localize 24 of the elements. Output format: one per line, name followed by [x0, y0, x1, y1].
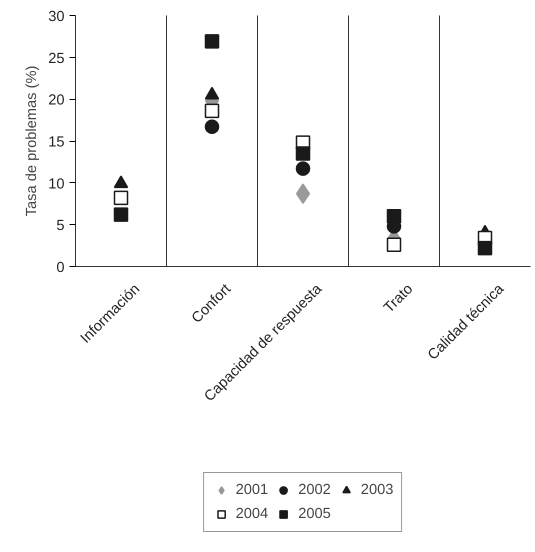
- y-tick-label: 20: [48, 92, 65, 109]
- point: [204, 104, 220, 118]
- y-tick-label: 30: [48, 9, 65, 25]
- point: [386, 237, 402, 252]
- point: [296, 146, 310, 161]
- y-tick-label: 15: [48, 134, 65, 150]
- legend-label: 2001: [236, 482, 268, 498]
- point: [114, 207, 128, 222]
- y-tick-label: 0: [56, 260, 65, 276]
- point: [478, 240, 492, 256]
- point: [296, 161, 310, 176]
- legend-label: 2002: [298, 482, 331, 498]
- point: [204, 120, 220, 134]
- point: [204, 34, 220, 49]
- legend-label: 2003: [360, 482, 394, 498]
- y-tick-label: 10: [48, 176, 65, 192]
- legend-label: 2005: [298, 506, 331, 522]
- legend-label: 2004: [236, 506, 268, 522]
- y-axis-title: Tasa de problemas (%): [24, 66, 40, 216]
- y-tick-label: 25: [48, 50, 65, 67]
- point: [296, 183, 310, 204]
- point: [386, 209, 402, 224]
- point: [114, 190, 128, 206]
- y-tick-label: 5: [56, 218, 65, 234]
